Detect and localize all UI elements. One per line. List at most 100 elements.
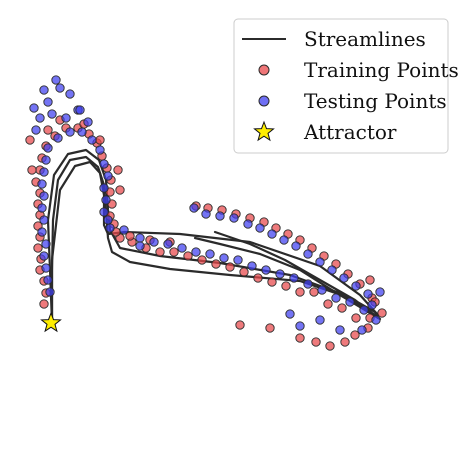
testing-point <box>255 223 265 233</box>
training-point <box>337 303 347 313</box>
training-point <box>235 320 245 330</box>
testing-point <box>105 223 115 233</box>
testing-point <box>37 179 47 189</box>
testing-point <box>119 225 129 235</box>
testing-points-layer <box>29 75 385 335</box>
testing-point <box>43 143 53 153</box>
training-point <box>95 135 105 145</box>
testing-point <box>39 191 49 201</box>
testing-point <box>77 127 87 137</box>
testing-point <box>135 241 145 251</box>
testing-point <box>163 239 173 249</box>
testing-point <box>149 237 159 247</box>
legend-attractor-label: Attractor <box>303 120 397 144</box>
testing-point <box>303 249 313 259</box>
testing-point <box>317 285 327 295</box>
testing-point <box>61 113 71 123</box>
legend-attractor-star-icon <box>253 120 275 142</box>
legend-box <box>233 18 449 154</box>
training-point <box>295 333 305 343</box>
legend: Streamlines Training Points Testing Poin… <box>233 18 459 154</box>
testing-point <box>189 203 199 213</box>
testing-point <box>243 219 253 229</box>
training-point <box>169 247 179 257</box>
testing-point <box>99 207 109 217</box>
training-point <box>365 275 375 285</box>
training-point <box>43 125 53 135</box>
testing-point <box>291 241 301 251</box>
training-point <box>340 337 350 347</box>
testing-point <box>41 263 51 273</box>
testing-point <box>37 227 47 237</box>
testing-point <box>345 297 355 307</box>
testing-point <box>363 289 373 299</box>
testing-point <box>215 211 225 221</box>
training-point <box>33 243 43 253</box>
testing-point <box>39 251 49 261</box>
testing-point <box>45 287 55 297</box>
testing-point <box>331 293 341 303</box>
testing-point <box>55 83 65 93</box>
training-point <box>325 341 335 351</box>
testing-point <box>359 305 369 315</box>
testing-point <box>339 273 349 283</box>
training-point <box>155 247 165 257</box>
testing-point <box>177 243 187 253</box>
training-point <box>253 273 263 283</box>
testing-point <box>87 135 97 145</box>
training-point <box>311 337 321 347</box>
training-point <box>295 287 305 297</box>
training-point <box>39 299 49 309</box>
testing-point <box>101 195 111 205</box>
testing-point <box>41 155 51 165</box>
testing-point <box>51 75 61 85</box>
testing-point <box>39 215 49 225</box>
training-point <box>323 299 333 309</box>
testing-point <box>315 315 325 325</box>
testing-point <box>39 167 49 177</box>
testing-point <box>95 145 105 155</box>
testing-point <box>99 159 109 169</box>
training-point <box>309 287 319 297</box>
streamlines-layer <box>46 148 382 325</box>
training-point <box>350 330 360 340</box>
testing-point <box>219 253 229 263</box>
testing-point <box>315 257 325 267</box>
training-point <box>239 267 249 277</box>
training-point <box>265 323 275 333</box>
training-point <box>183 251 193 261</box>
testing-point <box>83 117 93 127</box>
training-point <box>351 313 361 323</box>
testing-point <box>327 265 337 275</box>
streamline-2 <box>46 148 380 325</box>
training-point <box>25 135 35 145</box>
testing-point <box>43 97 53 107</box>
testing-point <box>43 275 53 285</box>
testing-point <box>65 127 75 137</box>
legend-training-marker <box>258 64 270 76</box>
testing-point <box>135 233 145 243</box>
testing-point <box>39 85 49 95</box>
testing-point <box>75 105 85 115</box>
testing-point <box>191 247 201 257</box>
streamline-3 <box>50 160 380 324</box>
testing-point <box>37 203 47 213</box>
training-point <box>27 165 37 175</box>
training-point <box>113 165 123 175</box>
testing-point <box>367 300 377 310</box>
testing-point <box>35 113 45 123</box>
training-point <box>281 281 291 291</box>
training-point <box>125 231 135 241</box>
testing-point <box>65 89 75 99</box>
testing-point <box>285 309 295 319</box>
testing-point <box>351 281 361 291</box>
testing-point <box>289 273 299 283</box>
testing-point <box>261 265 271 275</box>
training-point <box>267 277 277 287</box>
training-point <box>211 259 221 269</box>
testing-point <box>233 255 243 265</box>
testing-point <box>103 215 113 225</box>
testing-point <box>201 209 211 219</box>
